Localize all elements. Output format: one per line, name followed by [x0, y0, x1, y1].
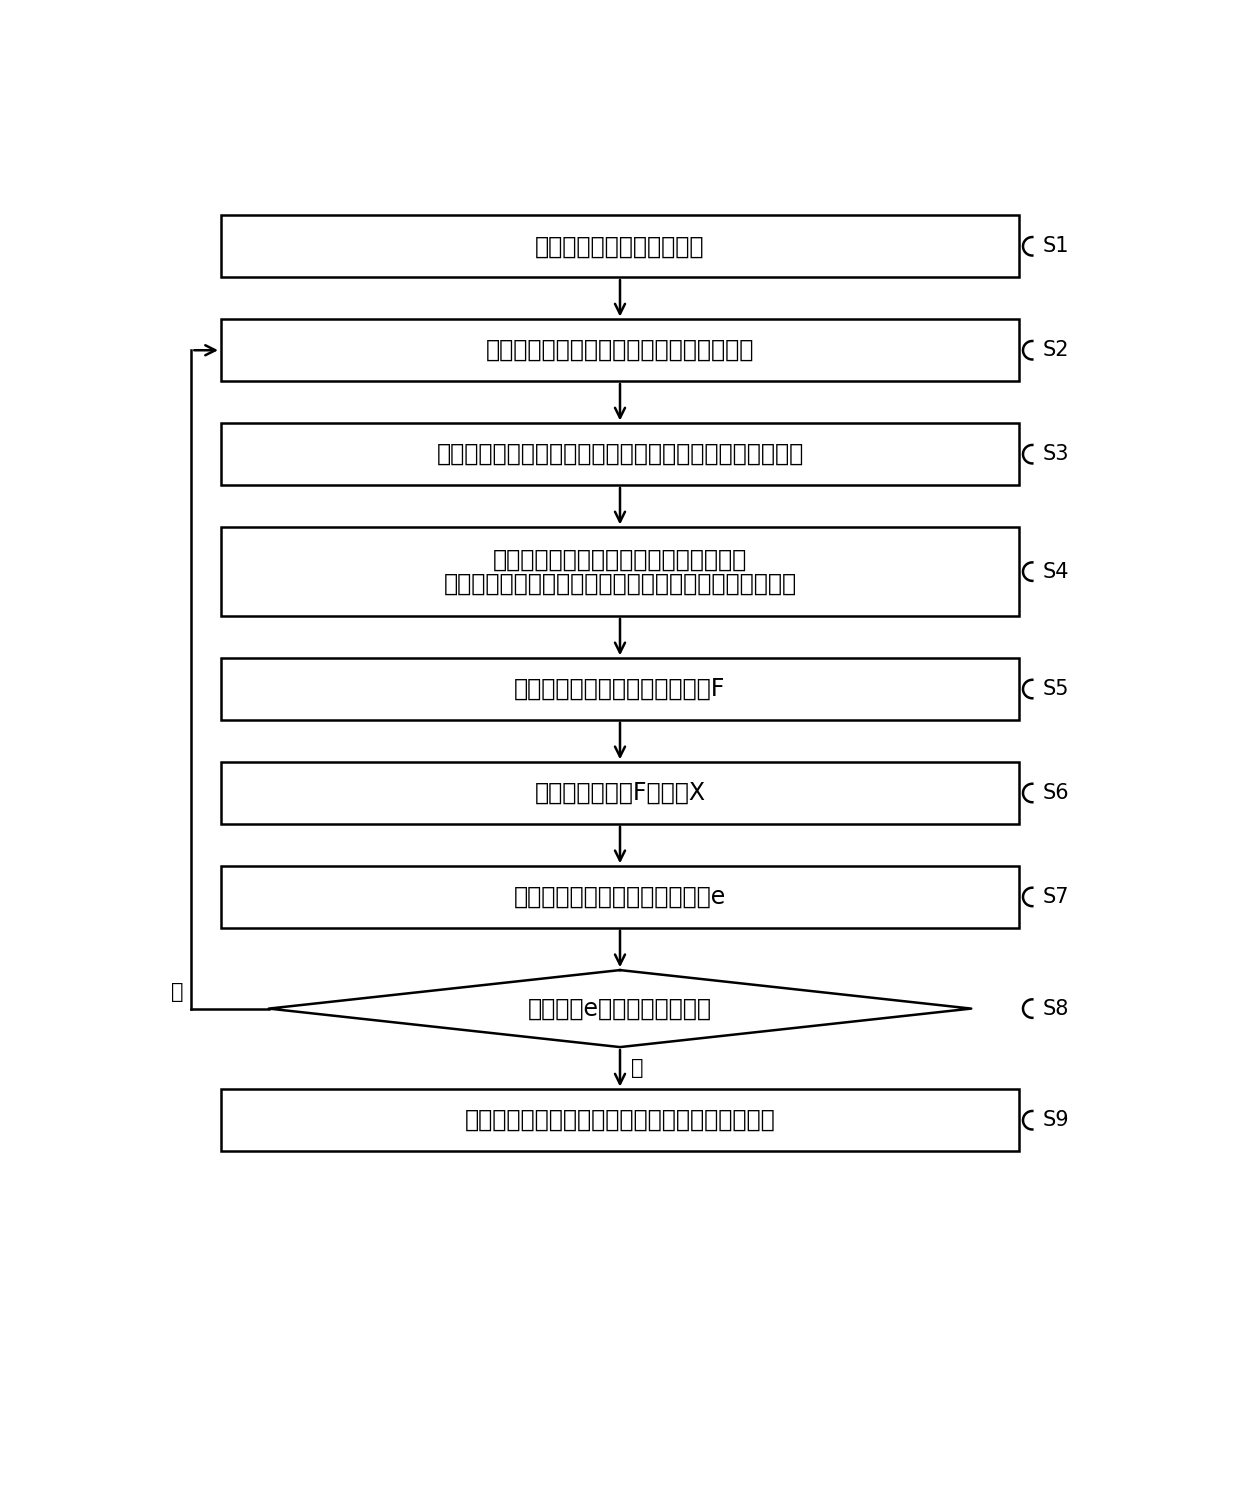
Bar — [221, 1090, 1019, 1151]
Bar — [221, 216, 1019, 277]
Bar — [221, 527, 1019, 616]
Text: 是: 是 — [631, 1058, 644, 1079]
Text: 求解使目标函数F最小的X: 求解使目标函数F最小的X — [534, 781, 706, 805]
Polygon shape — [269, 971, 971, 1047]
Text: S9: S9 — [1043, 1111, 1069, 1130]
Bar — [221, 319, 1019, 381]
Text: 根据坐标变换矩阵构造目标函数F: 根据坐标变换矩阵构造目标函数F — [515, 677, 725, 701]
Text: 对于采集到的每一位姿，光学定位器求解: 对于采集到的每一位姿，光学定位器求解 — [492, 547, 748, 571]
Text: 发出停止旋转股骨头的指令，并输出中心点的坐标: 发出停止旋转股骨头的指令，并输出中心点的坐标 — [465, 1108, 775, 1132]
Text: S1: S1 — [1043, 237, 1069, 256]
Bar — [221, 867, 1019, 928]
Text: 定位工具坐标系和光学定位器坐标系之间的坐标变换矩阵: 定位工具坐标系和光学定位器坐标系之间的坐标变换矩阵 — [444, 573, 796, 595]
Text: S8: S8 — [1043, 999, 1069, 1019]
Text: S6: S6 — [1043, 784, 1069, 803]
Text: 光学定位器在股骨头的旋转过程中采集定位工具的多个位姿: 光学定位器在股骨头的旋转过程中采集定位工具的多个位姿 — [436, 442, 804, 466]
Text: S5: S5 — [1043, 680, 1069, 699]
Text: S4: S4 — [1043, 562, 1069, 582]
Text: 将定位工具固定在股骨头上: 将定位工具固定在股骨头上 — [536, 234, 704, 258]
Text: 判断误差e是否小于误差阈值: 判断误差e是否小于误差阈值 — [528, 996, 712, 1020]
Bar — [221, 659, 1019, 720]
Text: S3: S3 — [1043, 445, 1069, 464]
Text: S2: S2 — [1043, 341, 1069, 360]
Text: S7: S7 — [1043, 888, 1069, 907]
Text: 保持股骨头的中心点位置不变，旋转股骨头: 保持股骨头的中心点位置不变，旋转股骨头 — [486, 338, 754, 362]
Text: 计算获得的中心点的坐标的误差e: 计算获得的中心点的坐标的误差e — [513, 885, 727, 909]
Bar — [221, 423, 1019, 485]
Bar — [221, 763, 1019, 824]
Text: 否: 否 — [171, 981, 184, 1002]
